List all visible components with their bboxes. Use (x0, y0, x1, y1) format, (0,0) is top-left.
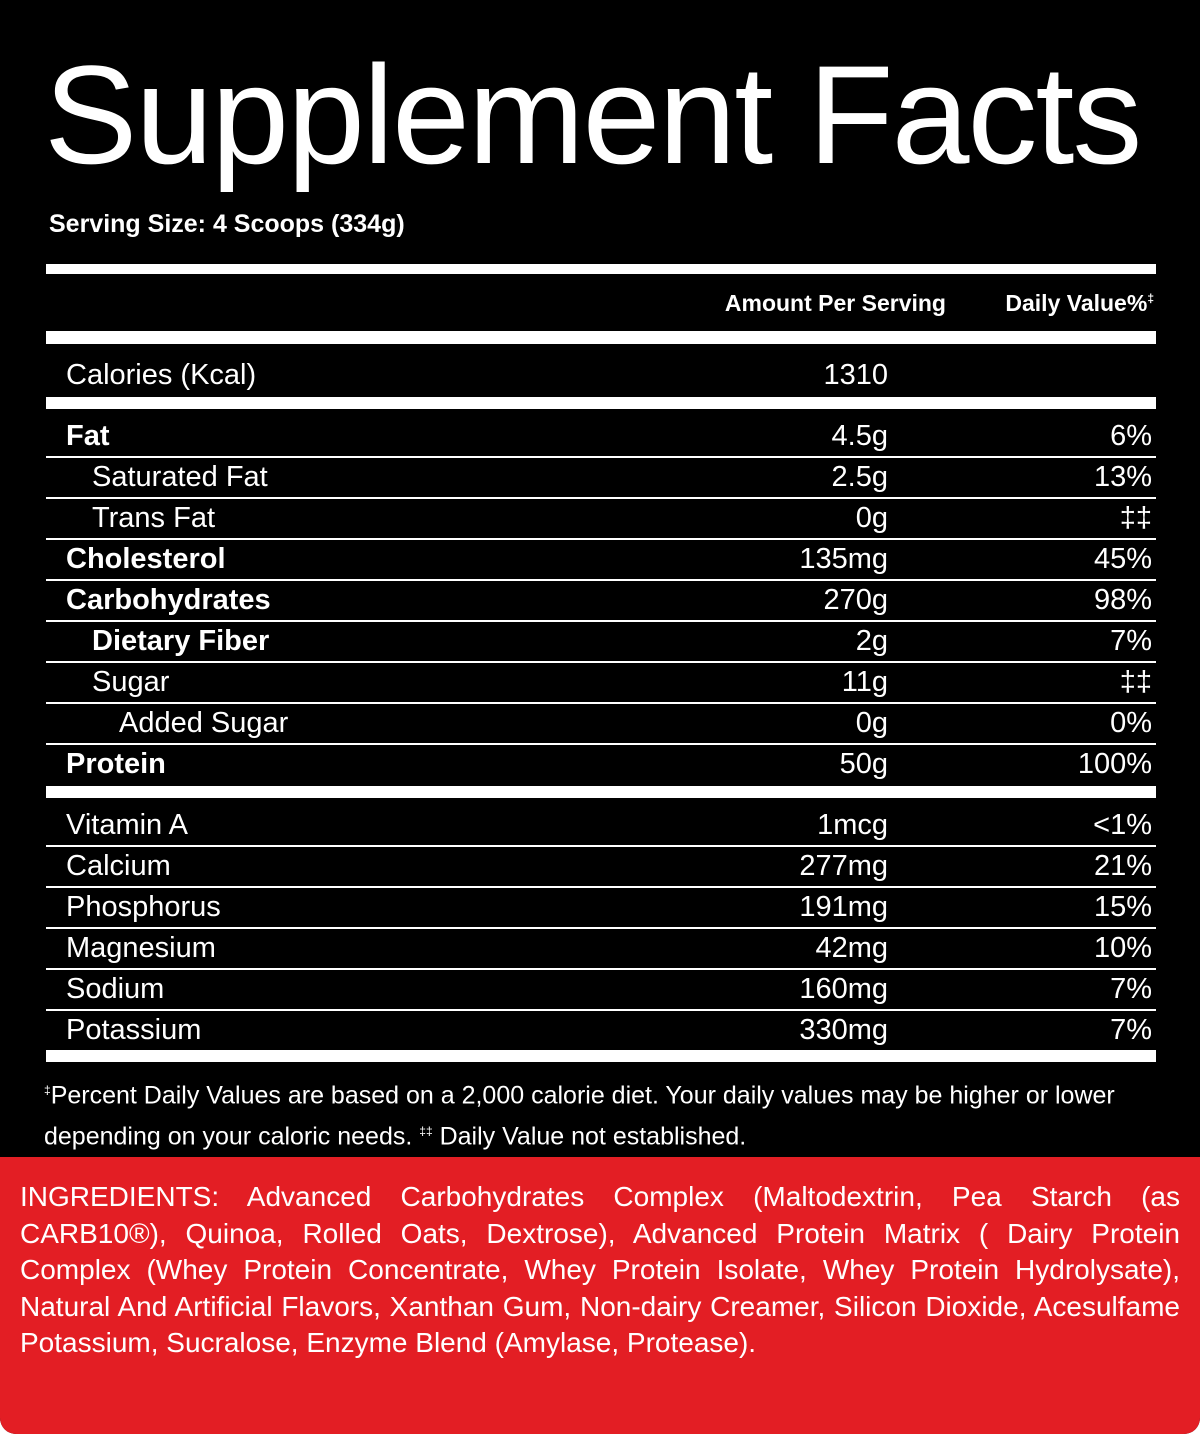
row-divider (46, 538, 1156, 540)
table-row: Phosphorus 191mg 15% (46, 888, 1156, 929)
row-name: Added Sugar (119, 707, 289, 739)
row-daily-value: ‡‡ (1119, 666, 1152, 698)
row-divider (46, 886, 1156, 888)
row-daily-value: 45% (1093, 543, 1152, 575)
row-amount: 0g (855, 502, 888, 534)
row-name: Sugar (92, 666, 170, 698)
row-name: Cholesterol (66, 543, 226, 575)
row-divider (46, 620, 1156, 622)
row-daily-value: 6% (1110, 420, 1152, 452)
row-amount: 191mg (799, 891, 888, 923)
divider-thick-bottom (46, 1050, 1156, 1062)
row-name: Phosphorus (66, 891, 221, 923)
row-amount: 2g (855, 625, 888, 657)
row-divider (46, 497, 1156, 499)
table-row: Dietary Fiber 2g 7% (46, 622, 1156, 663)
row-daily-value: 98% (1093, 584, 1152, 616)
row-amount: 42mg (815, 932, 888, 964)
row-amount: 2.5g (831, 461, 888, 493)
row-name: Saturated Fat (92, 461, 268, 493)
row-amount: 330mg (799, 1014, 888, 1046)
row-divider (46, 845, 1156, 847)
panel-title: Supplement Facts (44, 36, 1142, 193)
row-daily-value: 15% (1093, 891, 1152, 923)
row-name: Potassium (66, 1014, 202, 1046)
header-amount: Amount Per Serving (724, 290, 946, 316)
row-daily-value: ‡‡ (1119, 502, 1152, 534)
row-daily-value: 7% (1110, 973, 1152, 1005)
divider-thick-header (46, 331, 1156, 344)
row-daily-value: 7% (1110, 625, 1152, 657)
calories-amount: 1310 (823, 359, 888, 391)
header-daily-value: Daily Value%‡ (1005, 290, 1154, 316)
row-amount: 50g (839, 748, 888, 780)
row-divider (46, 579, 1156, 581)
row-amount: 277mg (799, 850, 888, 882)
table-row: Saturated Fat 2.5g 13% (46, 458, 1156, 499)
row-name: Fat (66, 420, 110, 452)
row-divider (46, 456, 1156, 458)
table-row: Vitamin A 1mcg <1% (46, 806, 1156, 847)
row-amount: 270g (823, 584, 888, 616)
table-row: Carbohydrates 270g 98% (46, 581, 1156, 622)
row-amount: 160mg (799, 973, 888, 1005)
table-row: Sodium 160mg 7% (46, 970, 1156, 1011)
row-daily-value: 21% (1093, 850, 1152, 882)
row-daily-value: 10% (1093, 932, 1152, 964)
row-divider (46, 927, 1156, 929)
calories-label: Calories (Kcal) (66, 359, 257, 391)
row-name: Sodium (66, 973, 165, 1005)
table-row: Magnesium 42mg 10% (46, 929, 1156, 970)
row-amount: 135mg (799, 543, 888, 575)
table-row: Trans Fat 0g ‡‡ (46, 499, 1156, 540)
table-row: Calcium 277mg 21% (46, 847, 1156, 888)
row-amount: 4.5g (831, 420, 888, 452)
row-name: Trans Fat (92, 502, 216, 534)
row-divider (46, 1009, 1156, 1011)
ingredients-section: INGREDIENTS: Advanced Carbohydrates Comp… (0, 1157, 1200, 1434)
divider-thick-calories (46, 397, 1156, 409)
row-daily-value: 7% (1110, 1014, 1152, 1046)
row-name: Magnesium (66, 932, 216, 964)
row-amount: 1mcg (817, 809, 888, 841)
table-row: Protein 50g 100% (46, 745, 1156, 786)
table-row: Fat 4.5g 6% (46, 417, 1156, 458)
row-daily-value: 0% (1110, 707, 1152, 739)
row-divider (46, 661, 1156, 663)
table-row: Sugar 11g ‡‡ (46, 663, 1156, 704)
row-name: Dietary Fiber (92, 625, 270, 657)
divider-thick-top (46, 264, 1156, 274)
table-row: Added Sugar 0g 0% (46, 704, 1156, 745)
row-daily-value: 100% (1077, 748, 1152, 780)
divider-thick-minerals (46, 786, 1156, 798)
row-name: Carbohydrates (66, 584, 271, 616)
row-daily-value: 13% (1093, 461, 1152, 493)
row-divider (46, 968, 1156, 970)
row-divider (46, 702, 1156, 704)
row-amount: 11g (841, 666, 888, 698)
table-row: Potassium 330mg 7% (46, 1011, 1156, 1052)
row-name: Protein (66, 748, 166, 780)
row-amount: 0g (855, 707, 888, 739)
footnote: ‡Percent Daily Values are based on a 2,0… (44, 1081, 1115, 1151)
row-name: Calcium (66, 850, 171, 882)
calories-row: Calories (Kcal) 1310 (46, 356, 1156, 396)
serving-size: Serving Size: 4 Scoops (334g) (49, 210, 405, 238)
ingredients-text: INGREDIENTS: Advanced Carbohydrates Comp… (20, 1181, 1180, 1358)
table-row: Cholesterol 135mg 45% (46, 540, 1156, 581)
row-divider (46, 743, 1156, 745)
row-name: Vitamin A (66, 809, 188, 841)
row-daily-value: <1% (1093, 809, 1152, 841)
